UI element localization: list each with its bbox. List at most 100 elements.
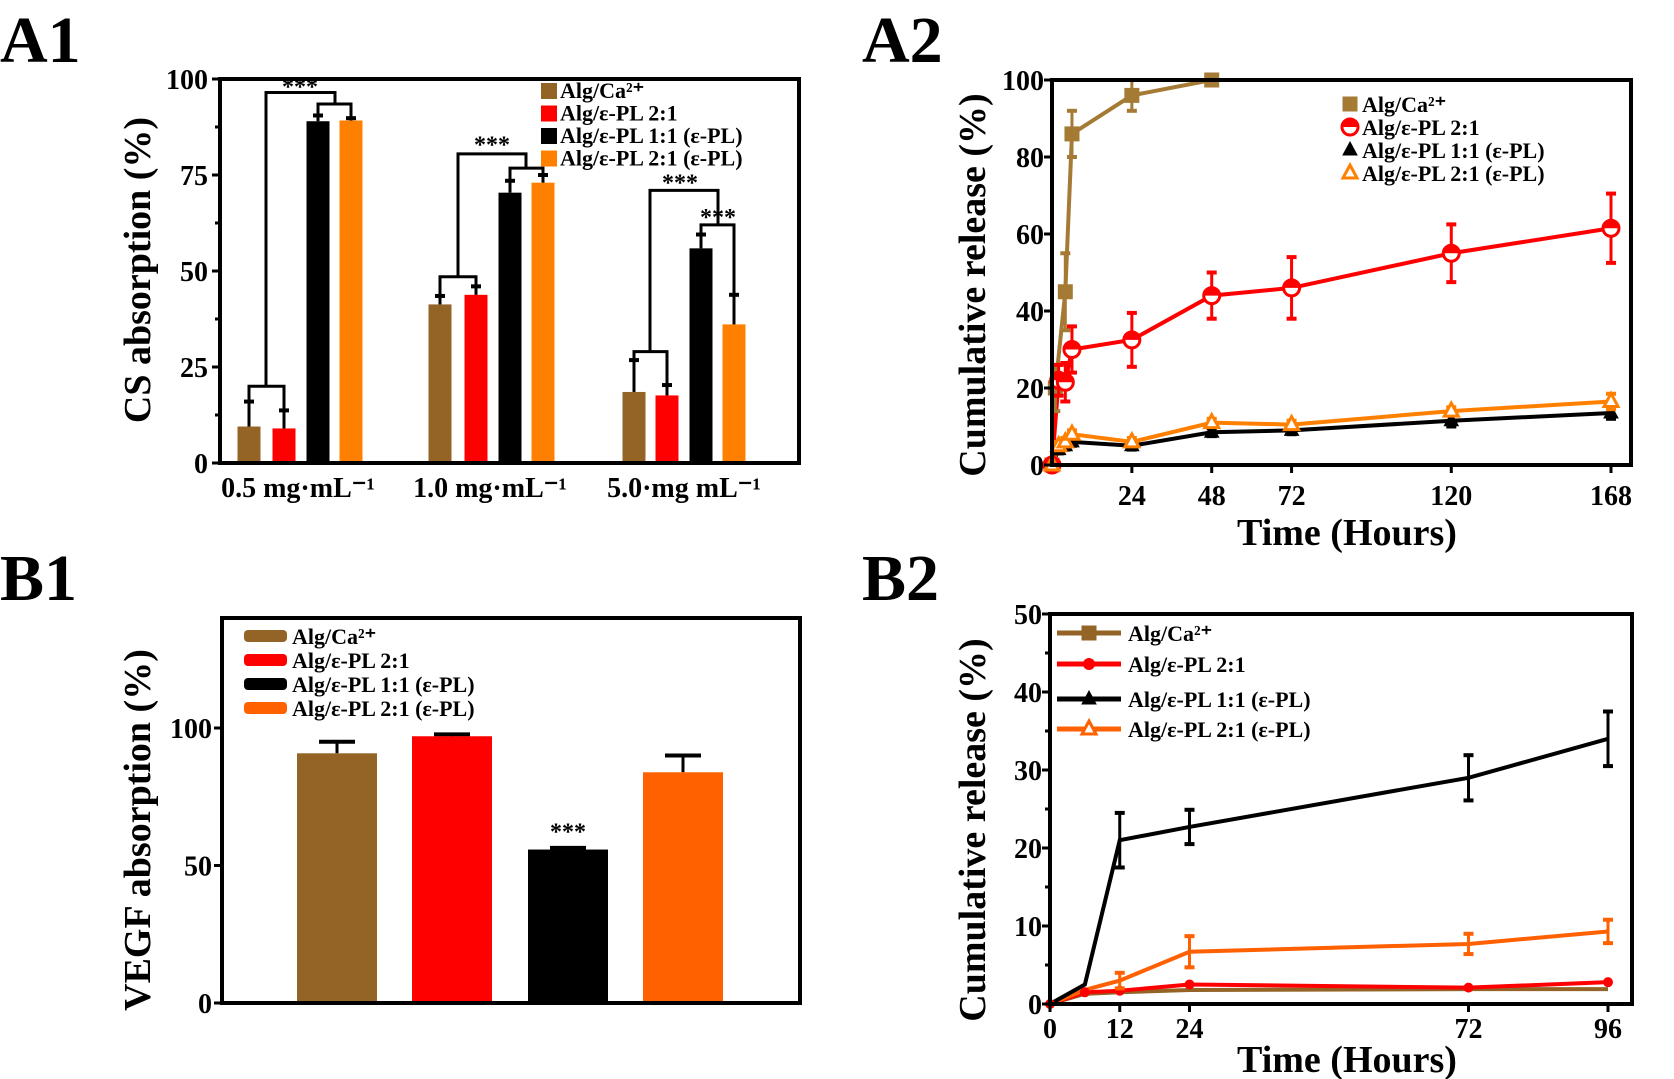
y-tick-label: 100 [166,65,208,96]
data-point [1122,430,1142,449]
significance-label: *** [662,171,698,197]
y-tick-label: 80 [1016,143,1044,174]
data-point-fill [1283,279,1300,288]
legend-label: Alg/ε-PL 2:1 (ε-PL) [1362,161,1545,186]
data-point-fill [1057,374,1074,383]
series-line [1049,929,1609,1006]
data-point-fill [1203,287,1220,296]
y-axis-title: Cumulative release (%) [952,638,994,1021]
y-tick-label: 100 [170,714,212,745]
y-tick-label: 20 [1016,374,1044,405]
y-tick-label: 40 [1016,297,1044,328]
bar [643,772,723,1003]
data-point [1603,403,1619,419]
y-tick-label: 40 [1014,678,1042,709]
legend-swatch [244,630,287,642]
legend-label: Alg/ε-PL 1:1 (ε-PL) [292,672,475,697]
legend-label: Alg/ε-PL 1:1 (ε-PL) [1128,687,1311,712]
y-tick-label: 75 [180,161,208,192]
bar [272,428,296,463]
legend-marker [1081,625,1097,641]
y-tick-label: 50 [180,257,208,288]
legend-label: Alg/Ca²⁺ [560,78,644,103]
x-category-label: 1.0 mg·mL⁻¹ [413,473,567,504]
legend-label: Alg/Ca²⁺ [1362,92,1446,117]
legend-swatch [541,105,557,122]
bracket [648,188,720,352]
bar [297,753,377,1003]
x-tick-label: 24 [1176,1014,1204,1045]
legend-label: Alg/ε-PL 2:1 [1128,652,1246,677]
legend-label: Alg/ε-PL 2:1 [292,648,410,673]
legend-label: Alg/ε-PL 2:1 [560,101,678,126]
bar [689,248,713,463]
legend-swatch [244,654,287,666]
y-tick-label: 30 [1014,756,1042,787]
y-tick-label: 0 [194,449,208,480]
x-tick-label: 24 [1118,481,1146,512]
significance-label: *** [550,820,586,846]
legend-label: Alg/ε-PL 2:1 (ε-PL) [560,146,743,171]
data-point [1057,284,1073,300]
x-tick-label: 168 [1590,481,1632,512]
legend-swatch [244,678,287,690]
legend-swatch [541,83,557,99]
bracket [264,90,337,387]
x-tick-label: 0 [1043,1014,1057,1045]
bar [722,324,746,463]
legend-label: Alg/ε-PL 2:1 (ε-PL) [1128,717,1311,742]
x-tick-label: 48 [1198,481,1226,512]
y-tick-label: 50 [184,852,212,883]
bar [528,849,608,1003]
bar [531,182,555,463]
data-point-fill [1123,331,1140,340]
legend-label: Alg/ε-PL 2:1 [1362,115,1480,140]
legend-marker-fill [1342,119,1358,127]
legend-marker [1081,689,1097,705]
data-point [1441,399,1461,418]
data-point [1282,413,1302,432]
y-axis-title: VEGF absorption (%) [117,649,159,1011]
legend-swatch [541,128,557,144]
y-tick-label: 100 [1002,66,1044,97]
data-point [1062,423,1082,441]
legend-label: Alg/ε-PL 1:1 (ε-PL) [560,123,743,148]
data-point [1079,987,1090,998]
bar [655,395,679,463]
x-tick-label: 120 [1430,481,1472,512]
legend-swatch [244,702,287,714]
panel-label-b2: B2 [862,542,939,615]
legend-label: Alg/Ca²⁺ [1128,621,1212,646]
x-axis-title: Time (Hours) [1237,1039,1457,1079]
y-tick-label: 50 [1014,600,1042,631]
legend-marker [1340,161,1360,180]
bracket [438,275,478,296]
bracket [632,350,669,387]
legend-label: Alg/ε-PL 1:1 (ε-PL) [1362,138,1545,163]
plot-frame-b1 [220,616,802,1005]
data-point [1603,977,1613,988]
x-tick-label: 12 [1106,1014,1134,1045]
y-tick-label: 0 [1028,990,1042,1021]
plot-frame-a2 [1050,78,1633,467]
panel-label-b1: B1 [0,542,77,615]
x-category-label: 5.0·mg mL⁻¹ [607,473,761,504]
bracket [699,223,736,295]
legend-swatch [541,150,557,167]
y-axis-title: Cumulative release (%) [952,93,994,476]
legend-label: Alg/Ca²⁺ [292,624,376,649]
y-tick-label: 20 [1014,834,1042,865]
bar [464,294,488,463]
bar [412,736,492,1003]
x-category-label: 0.5 mg·mL⁻¹ [221,473,375,504]
data-point [1064,126,1080,142]
bracket [456,152,528,277]
y-tick-label: 60 [1016,220,1044,251]
series-line [1050,399,1612,466]
bracket [247,384,286,410]
x-tick-label: 72 [1278,481,1306,512]
legend-marker [1342,96,1358,112]
data-point [1203,423,1220,438]
y-axis-title: CS absorption (%) [117,117,159,423]
